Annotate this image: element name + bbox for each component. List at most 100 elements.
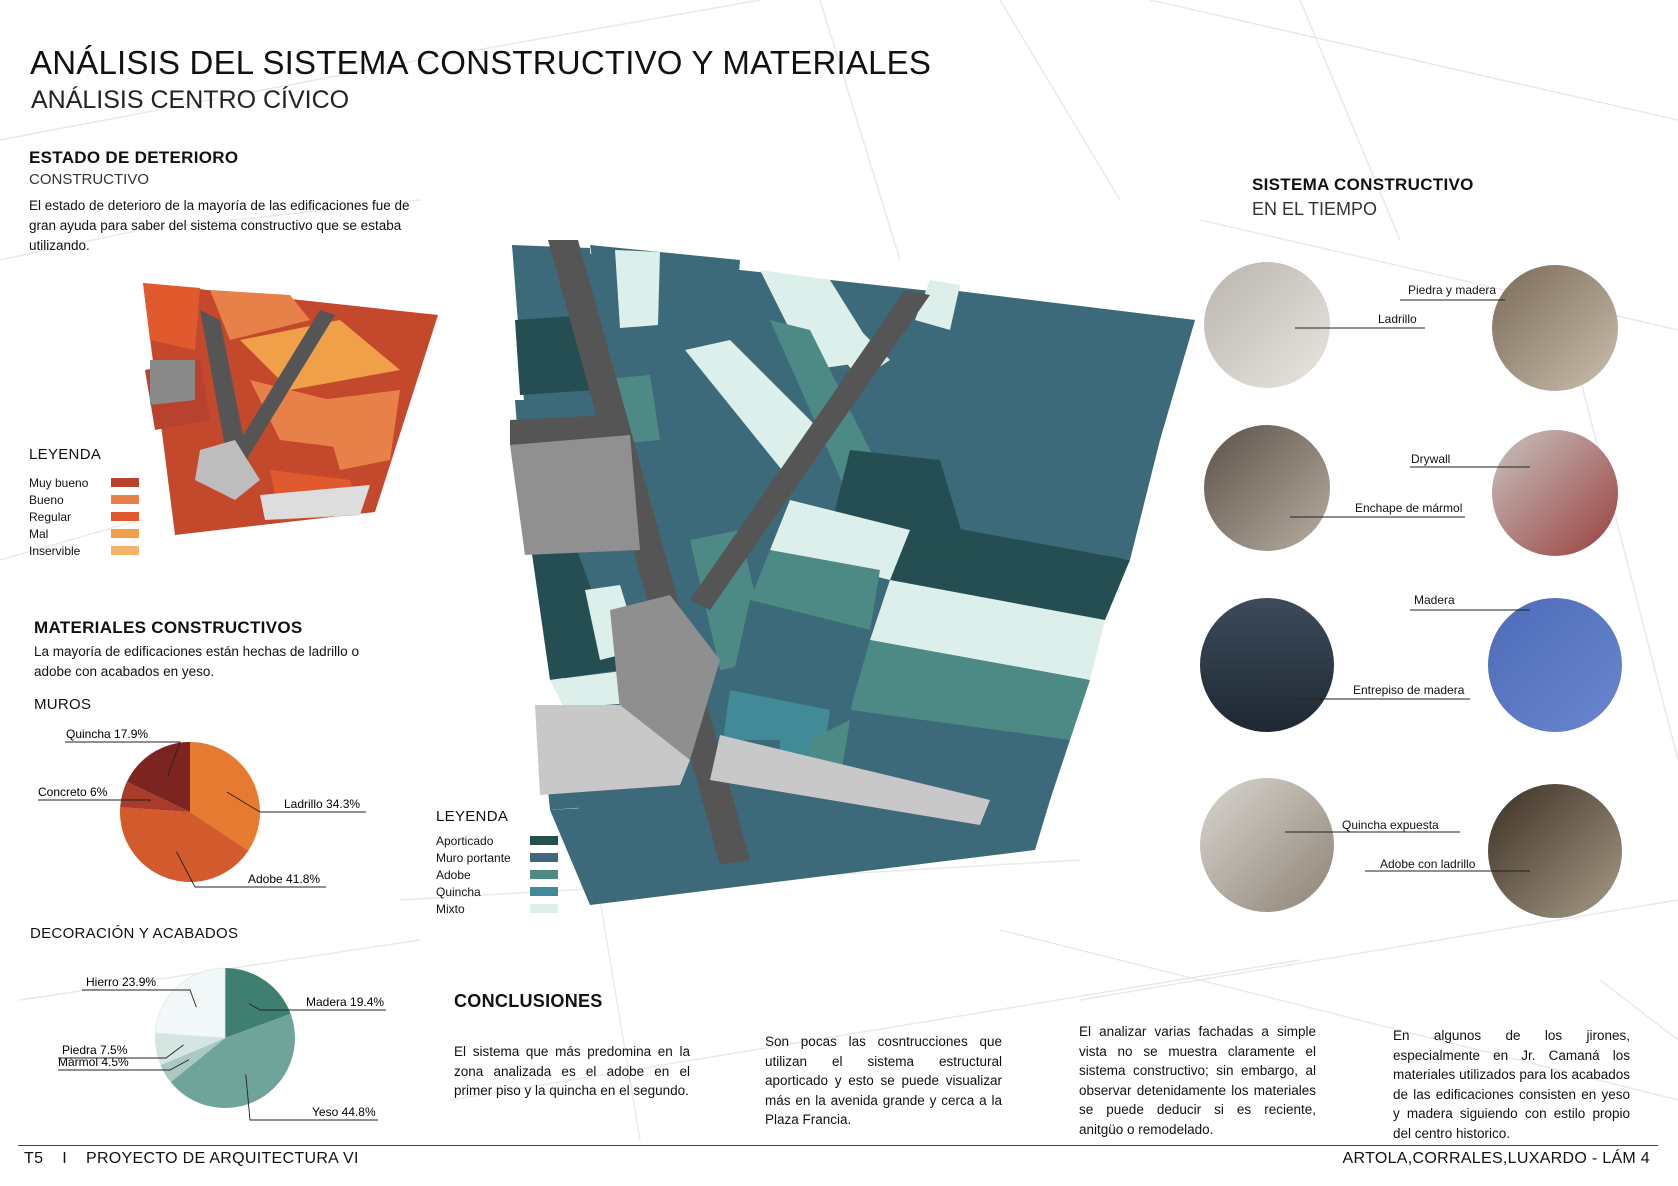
legend-item: Quincha (436, 883, 558, 900)
legend-label: Mixto (436, 901, 465, 916)
legend-item: Muy bueno (29, 474, 139, 491)
pie-leader-line (245, 1074, 378, 1121)
pie-slice (126, 742, 190, 812)
conclusion-3: El analizar varias fachadas a simple vis… (1079, 1024, 1316, 1137)
sistema-heading: SISTEMA CONSTRUCTIVO (1252, 175, 1474, 194)
legend-swatch (530, 853, 558, 862)
page-subtitle: ANÁLISIS CENTRO CÍVICO (31, 86, 350, 114)
legend-swatch (530, 904, 558, 913)
tag-entrepiso-madera: Entrepiso de madera (1353, 683, 1465, 697)
tag-madera: Madera (1414, 593, 1455, 607)
tag-adobe-ladrillo: Adobe con ladrillo (1380, 857, 1476, 871)
pie-label: Concreto 6% (38, 785, 108, 799)
legend-item: Bueno (29, 491, 139, 508)
facade-photo-grid (1200, 262, 1622, 918)
photo-piedra-madera (1492, 265, 1618, 391)
legend-swatch (530, 870, 558, 879)
pie-slice (190, 742, 260, 851)
page-title: ANÁLISIS DEL SISTEMA CONSTRUCTIVO Y MATE… (30, 44, 932, 81)
legend-swatch (111, 478, 139, 487)
legend-swatch (530, 887, 558, 896)
legend-label: Regular (29, 509, 72, 524)
photo-ladrillo (1204, 262, 1330, 388)
legend-label: Adobe (436, 867, 471, 882)
tag-quincha-expuesta: Quincha expuesta (1342, 818, 1439, 832)
pie-leader-line (176, 851, 326, 888)
photo-madera (1488, 598, 1622, 732)
pie-slice (225, 968, 291, 1038)
legend-label: Quincha (436, 884, 481, 899)
pie-label: Mármol 4.5% (58, 1055, 129, 1069)
legend-item: Regular (29, 508, 139, 525)
footer-authors: ARTOLA,CORRALES,LUXARDO - LÁM 4 (1342, 1150, 1650, 1167)
photo-entrepiso-madera (1200, 598, 1334, 732)
main-construction-map (510, 240, 1195, 905)
legend-label: Bueno (29, 492, 64, 507)
muros-title: MUROS (34, 696, 92, 713)
main-legend: Aporticado Muro portante Adobe Quincha M… (436, 832, 558, 917)
conclusion-4: En algunos de los jirones, especialmente… (1393, 1028, 1630, 1141)
legend-swatch (111, 512, 139, 521)
pie-leader-line (58, 1059, 190, 1071)
legend-item: Muro portante (436, 849, 558, 866)
legend-item: Inservible (29, 542, 139, 559)
conclusion-2: Son pocas las cosntrucciones que utiliza… (765, 1034, 1002, 1127)
materiales-heading: MATERIALES CONSTRUCTIVOS (34, 618, 303, 637)
pie-slice (155, 1033, 225, 1066)
pie-slice (120, 807, 249, 882)
deterioro-text: El estado de deterioro de la mayoría de … (29, 198, 410, 253)
legend-label: Aporticado (436, 833, 494, 848)
pie-leader-line (65, 741, 181, 777)
pie-label: Ladrillo 34.3% (284, 797, 360, 811)
footer-course: T5 I PROYECTO DE ARQUITECTURA VI (24, 1150, 359, 1167)
photo-quincha (1200, 778, 1334, 912)
legend-item: Mixto (436, 900, 558, 917)
pie-leader-line (58, 1044, 184, 1059)
deterioro-legend: Muy bueno Bueno Regular Mal Inservible (29, 474, 139, 559)
pie-leader-line (38, 799, 151, 802)
pie-label: Adobe 41.8% (248, 872, 320, 886)
decoracion-pie-chart: Madera 19.4% Yeso 44.8% Mármol 4.5%Piedra … (58, 967, 386, 1121)
photo-adobe-ladrillo (1488, 784, 1622, 918)
muros-pie-chart: Ladrillo 34.3% Adobe 41.8% Concreto 6% Quin… (38, 727, 366, 888)
pie-label: Madera 19.4% (306, 995, 384, 1009)
legend-swatch (111, 495, 139, 504)
tag-drywall: Drywall (1411, 452, 1451, 466)
pie-slice (170, 1013, 295, 1108)
legend-label: Mal (29, 526, 49, 541)
legend-label: Inservible (29, 543, 81, 558)
materiales-text: La mayoría de edificaciones están hechas… (34, 644, 359, 679)
main-legend-title: LEYENDA (436, 808, 509, 825)
legend-item: Aporticado (436, 832, 558, 849)
footer-divider (18, 1145, 1658, 1146)
conclusion-1: El sistema que más predomina en la zona … (454, 1044, 690, 1098)
pie-leader-line (226, 791, 366, 813)
sistema-subheading: EN EL TIEMPO (1252, 199, 1378, 219)
tag-ladrillo: Ladrillo (1378, 312, 1417, 326)
pie-label: Hierro 23.9% (86, 975, 156, 989)
deterioro-subheading: CONSTRUCTIVO (29, 171, 149, 188)
decoracion-title: DECORACIÓN Y ACABADOS (30, 925, 239, 942)
pie-label: Piedra 7.5% (62, 1043, 128, 1057)
pie-leader-line (82, 989, 197, 1008)
tag-piedra-madera: Piedra y madera (1408, 283, 1497, 297)
deterioro-heading: ESTADO DE DETERIORO (29, 148, 239, 167)
legend-label: Muy bueno (29, 475, 89, 490)
deterioro-map (143, 283, 438, 535)
pie-slice (120, 781, 190, 812)
legend-swatch (111, 546, 139, 555)
legend-item: Adobe (436, 866, 558, 883)
pie-slice (160, 1038, 225, 1083)
photo-enchape-marmol (1204, 425, 1330, 551)
legend-swatch (111, 529, 139, 538)
legend-item: Mal (29, 525, 139, 542)
legend-swatch (530, 836, 558, 845)
conclusiones-heading: CONCLUSIONES (454, 991, 603, 1011)
pie-label: Yeso 44.8% (312, 1105, 376, 1119)
tag-enchape-marmol: Enchape de mármol (1355, 501, 1463, 515)
pie-label: Quincha 17.9% (66, 727, 148, 741)
photo-drywall (1492, 430, 1618, 556)
deterioro-legend-title: LEYENDA (29, 446, 102, 463)
pie-leader-line (248, 1003, 386, 1011)
legend-label: Muro portante (436, 850, 511, 865)
